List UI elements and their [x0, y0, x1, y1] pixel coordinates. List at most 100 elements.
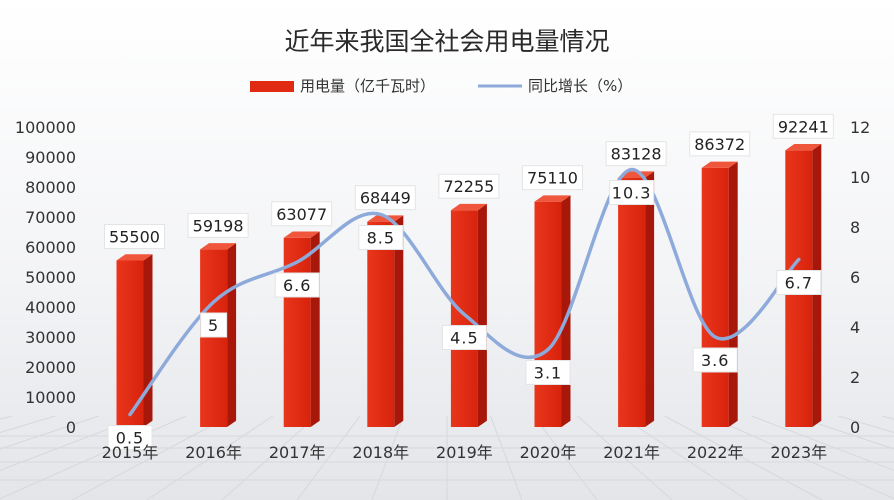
bar-top	[367, 215, 404, 222]
bar-value-label: 68449	[354, 185, 416, 211]
growth-value-label-box	[200, 312, 228, 338]
left-y-axis: 0 10000 20000 30000 40000 50000 60000 70000 8000…	[15, 118, 76, 437]
floor-grid-line	[533, 415, 598, 500]
floor-grid-line	[751, 415, 894, 471]
right-axis-tick-label: 6	[850, 268, 860, 287]
bar-value-label: 72255	[438, 173, 500, 199]
bar-value-label-box	[689, 131, 751, 157]
bar-value-label: 55500	[104, 224, 165, 249]
bar-top	[534, 195, 571, 202]
floor-grid-line	[221, 415, 317, 500]
floor-grid-line	[664, 415, 823, 500]
floor-grid-line	[577, 415, 673, 500]
bar-side	[310, 231, 320, 427]
bar-value-label-box	[522, 165, 583, 191]
right-axis-tick-label: 8	[850, 218, 860, 237]
x-axis-tick-label: 2021年	[603, 443, 660, 462]
bar	[701, 161, 738, 428]
bar	[618, 171, 655, 427]
growth-value-label: 6.6	[274, 272, 320, 298]
bar-value-label-box	[438, 173, 500, 199]
bar-value-label-text: 83128	[611, 145, 662, 164]
left-axis-tick-label: 80000	[25, 178, 76, 197]
legend-swatch-bar	[250, 81, 294, 92]
floor-grid-line	[707, 415, 894, 500]
floor-grid-line	[0, 415, 100, 450]
x-axis-tick-label: 2016年	[185, 443, 242, 462]
right-axis-tick-label: 10	[850, 168, 870, 187]
bar-side	[143, 254, 153, 427]
left-axis-tick-label: 70000	[25, 208, 76, 227]
legend-label-bar: 用电量（亿千瓦时）	[300, 77, 435, 95]
bar-top	[200, 243, 237, 250]
growth-value-label-box	[609, 180, 655, 205]
bar-value-label: 83128	[605, 141, 667, 167]
growth-value-label-box	[441, 325, 487, 350]
bar-front	[534, 201, 562, 427]
growth-value-label-box	[107, 425, 153, 450]
bar-value-label-text: 75110	[527, 169, 578, 188]
x-axis-tick-label: 2023年	[770, 443, 827, 462]
bar-value-label: 92241	[772, 113, 834, 139]
bar-value-label-box	[605, 141, 667, 167]
right-axis-tick-label: 0	[850, 418, 860, 437]
legend-label-line: 同比增长（%）	[528, 77, 632, 95]
left-axis-tick-label: 60000	[25, 238, 76, 257]
growth-value-label-text: 6.7	[785, 274, 813, 293]
x-axis-tick-label: 2015年	[102, 443, 159, 462]
floor-grid-line	[371, 415, 404, 500]
floor-grid-line	[71, 415, 230, 500]
bar	[116, 254, 153, 427]
growth-value-labels: 0.5 5 6.6 8.5 4.5 3.1 10.3 3.6 6.7	[107, 180, 822, 450]
x-axis-tick-label: 2017年	[269, 443, 326, 462]
bar-value-label-text: 59198	[193, 216, 244, 235]
perspective-floor	[0, 415, 894, 500]
growth-value-label-text: 3.1	[534, 364, 562, 383]
bar-value-label-text: 92241	[778, 117, 829, 136]
growth-value-label: 8.5	[358, 225, 404, 250]
floor-grid-line	[620, 415, 748, 500]
growth-value-label-text: 4.5	[450, 329, 478, 348]
bar-value-label-text: 68449	[360, 189, 411, 208]
growth-line-series	[128, 167, 801, 417]
right-y-axis: 0 2 4 6 8 10 12	[850, 118, 870, 437]
floor-grid-line	[296, 415, 361, 500]
left-axis-tick-label: 90000	[25, 148, 76, 167]
floor-grid-line	[146, 415, 274, 500]
bar-value-label-box	[187, 212, 249, 238]
floor-grid-line	[490, 415, 523, 500]
growth-value-label: 6.7	[776, 270, 822, 295]
bar-value-labels: 55500 59198 63077 68449 72255 75110 83128 86372…	[104, 113, 834, 249]
floor-grid-line	[838, 415, 894, 433]
bar-front	[367, 221, 395, 427]
growth-line	[128, 167, 801, 417]
bar-front	[450, 210, 478, 427]
bar-value-label-box	[104, 224, 165, 249]
bar-value-label-box	[271, 201, 333, 227]
bar-value-label: 86372	[689, 131, 751, 157]
bar-value-label-box	[772, 113, 834, 139]
bar-top	[701, 161, 738, 168]
bar-top	[785, 143, 822, 151]
growth-value-label-text: 8.5	[367, 229, 395, 248]
bar-value-label-text: 72255	[443, 177, 494, 196]
x-axis-tick-label: 2020年	[520, 443, 577, 462]
floor-grid-line	[794, 415, 894, 450]
bar-front	[200, 249, 228, 427]
bar-side	[394, 215, 404, 427]
bar-front	[283, 237, 311, 427]
bar-value-label: 75110	[522, 165, 583, 191]
left-axis-tick-label: 10000	[25, 388, 76, 407]
bar-top	[116, 254, 153, 261]
bar	[367, 215, 404, 427]
growth-value-label-box	[776, 270, 822, 295]
bar-top	[283, 231, 320, 238]
growth-value-label: 10.3	[609, 180, 655, 205]
left-axis-tick-label: 40000	[25, 298, 76, 317]
left-axis-tick-label: 0	[66, 418, 76, 437]
bar-value-label-text: 63077	[276, 205, 327, 224]
growth-value-label-box	[358, 225, 404, 250]
growth-value-label-text: 3.6	[701, 351, 729, 370]
